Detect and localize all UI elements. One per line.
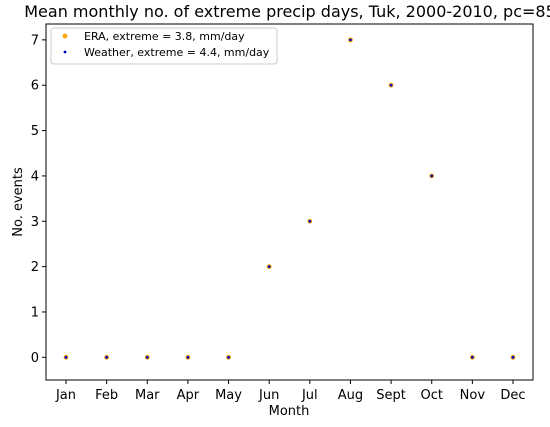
- data-point-series-2: [308, 219, 312, 223]
- legend-label-series-2: Weather, extreme = 4.4, mm/day: [84, 46, 270, 59]
- x-tick-label: Jun: [258, 388, 279, 403]
- y-axis: 0 1 2 3 4 5 6 7: [31, 33, 46, 366]
- y-tick-label: 0: [31, 351, 39, 366]
- legend-marker-series-2: [63, 50, 67, 54]
- y-tick-label: 6: [31, 79, 39, 94]
- x-tick-label: Jan: [55, 388, 76, 403]
- legend-label-series-1: ERA, extreme = 3.8, mm/day: [84, 30, 245, 43]
- data-point-series-2: [430, 174, 434, 178]
- data-points: [63, 37, 516, 360]
- data-point-series-2: [186, 355, 190, 359]
- data-point-series-2: [389, 83, 393, 87]
- y-tick-label: 3: [31, 215, 39, 230]
- y-tick-label: 2: [31, 260, 39, 275]
- x-tick-label: Mar: [135, 388, 160, 403]
- legend-box: [50, 27, 278, 65]
- data-point-series-2: [511, 355, 515, 359]
- y-tick-label: 5: [31, 124, 39, 139]
- x-tick-label: Dec: [500, 388, 525, 403]
- y-axis-label: No. events: [11, 167, 26, 237]
- x-tick-label: Aug: [338, 388, 363, 403]
- legend-marker-series-1: [62, 33, 68, 39]
- x-tick-label: Feb: [95, 388, 118, 403]
- x-tick-label: Jul: [301, 388, 318, 403]
- chart-title: Mean monthly no. of extreme precip days,…: [24, 2, 550, 21]
- data-point-series-2: [470, 355, 474, 359]
- y-tick-label: 1: [31, 305, 39, 320]
- data-point-series-2: [64, 355, 68, 359]
- x-tick-label: Sept: [376, 388, 406, 403]
- x-tick-label: May: [215, 388, 242, 403]
- legend: ERA, extreme = 3.8, mm/day Weather, extre…: [50, 27, 278, 65]
- plot-area: [45, 23, 534, 381]
- x-axis: Jan Feb Mar Apr May Jun Jul Aug Sept Oct Nov Dec: [55, 380, 526, 403]
- x-tick-label: Nov: [460, 388, 486, 403]
- data-point-series-2: [105, 355, 109, 359]
- x-tick-label: Apr: [177, 388, 200, 403]
- x-axis-label: Month: [269, 404, 310, 419]
- y-tick-label: 4: [31, 169, 39, 184]
- data-point-series-2: [349, 38, 352, 42]
- data-point-series-2: [145, 355, 149, 359]
- data-point-series-2: [227, 355, 230, 359]
- y-tick-label: 7: [31, 33, 39, 48]
- x-tick-label: Oct: [420, 388, 442, 403]
- data-point-series-2: [267, 265, 271, 269]
